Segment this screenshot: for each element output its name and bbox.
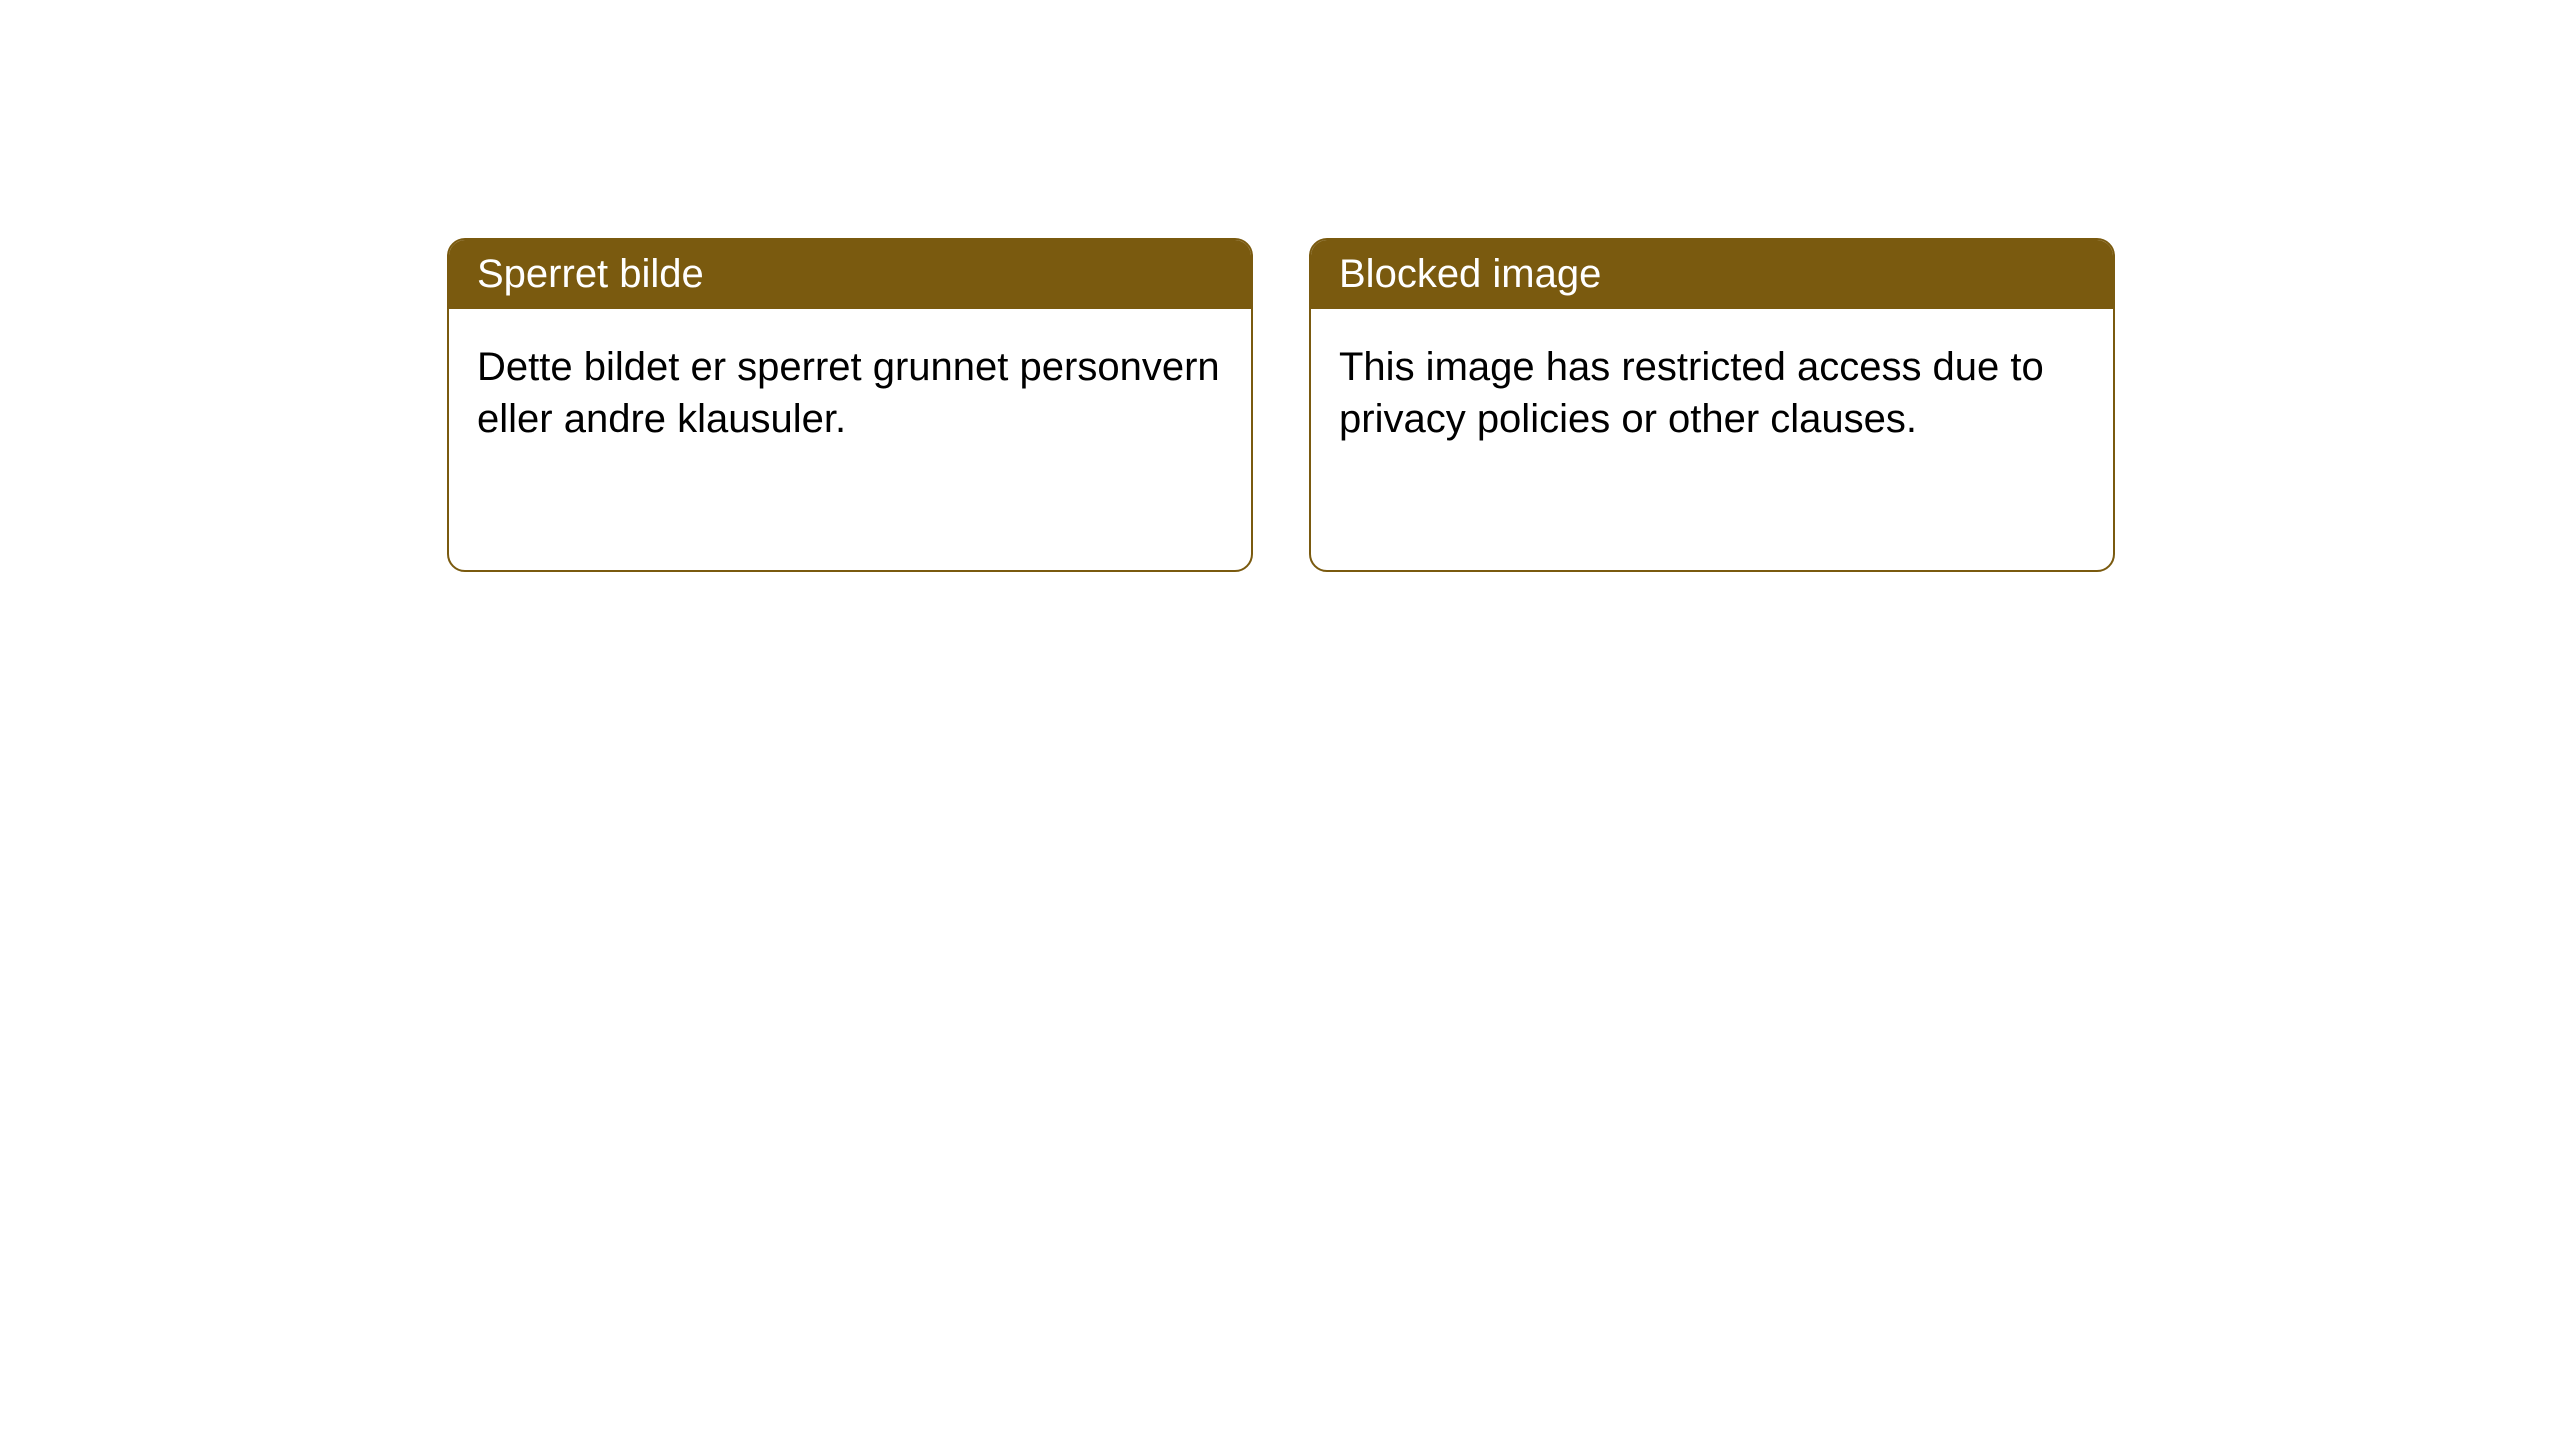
notice-container: Sperret bilde Dette bildet er sperret gr… (0, 0, 2560, 572)
card-header: Blocked image (1311, 240, 2113, 309)
blocked-image-card-no: Sperret bilde Dette bildet er sperret gr… (447, 238, 1253, 572)
card-title: Sperret bilde (477, 252, 704, 296)
card-header: Sperret bilde (449, 240, 1251, 309)
card-title: Blocked image (1339, 252, 1601, 296)
card-body-text: Dette bildet er sperret grunnet personve… (477, 345, 1220, 441)
card-body: This image has restricted access due to … (1311, 309, 2113, 477)
blocked-image-card-en: Blocked image This image has restricted … (1309, 238, 2115, 572)
card-body: Dette bildet er sperret grunnet personve… (449, 309, 1251, 477)
card-body-text: This image has restricted access due to … (1339, 345, 2044, 441)
